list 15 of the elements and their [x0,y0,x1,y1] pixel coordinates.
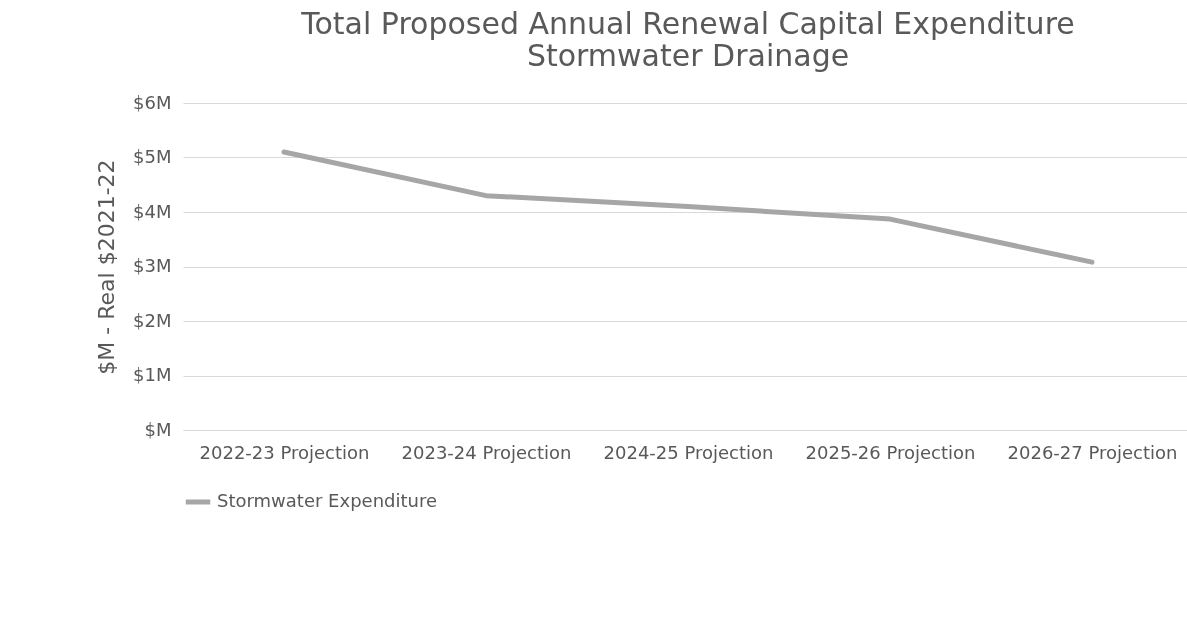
x-tick-label: 2024-25 Projection [603,441,774,463]
x-tick-label: 2025-26 Projection [805,441,976,463]
y-tick-label: $5M [133,146,172,167]
y-tick-label: $6M [133,91,172,113]
y-tick-label: $3M [133,255,172,276]
y-tick-label: $4M [133,200,172,222]
y-axis-title: $M - Real $2021-22 [94,159,120,375]
x-tick-label: 2022-23 Projection [199,441,370,463]
chart-title: Total Proposed Annual Renewal Capital Expenditure Stormwater Drainage [300,6,1075,73]
y-tick-label: $1M [133,364,172,385]
x-tick-label: 2026-27 Projection [1007,441,1178,463]
y-tick-label: $M [144,418,172,440]
y-tick-label: $2M [133,309,172,331]
x-tick-label: 2023-24 Projection [401,441,572,463]
legend-label: Stormwater Expenditure [217,490,438,511]
